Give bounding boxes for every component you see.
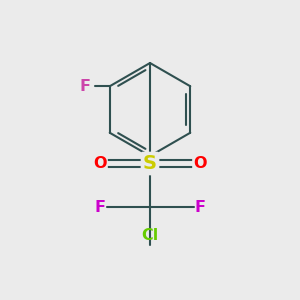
Text: O: O [194,156,207,171]
Text: F: F [94,200,105,214]
Text: S: S [143,154,157,173]
Text: Cl: Cl [141,228,159,243]
Text: F: F [195,200,206,214]
Text: O: O [93,156,106,171]
Text: F: F [79,79,90,94]
